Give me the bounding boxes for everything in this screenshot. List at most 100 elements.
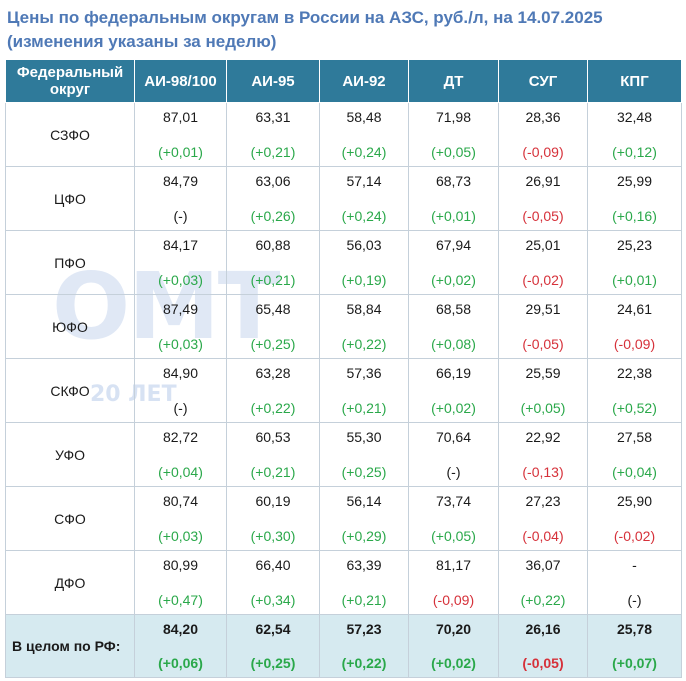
price-change: (-0,09): [432, 592, 475, 608]
price-value: 36,07: [525, 557, 561, 573]
price-value: 63,28: [255, 365, 291, 381]
price-cell: 87,01 (+0,01): [134, 102, 227, 167]
price-cell: 62,54 (+0,25): [226, 614, 320, 678]
header-ai95: АИ-95: [226, 59, 320, 103]
price-change: (+0,06): [158, 655, 203, 671]
price-value: 84,20: [162, 621, 199, 637]
price-cell: 63,06 (+0,26): [226, 166, 320, 231]
price-value: 28,36: [525, 109, 561, 125]
price-cell: 84,90 (-): [134, 358, 227, 423]
price-value: 57,23: [346, 621, 382, 637]
price-value: 25,90: [616, 493, 653, 509]
table-row: УФО 82,72 (+0,04) 60,53 (+0,21) 55,30 (+0,25) 7…: [5, 422, 682, 487]
price-cell: 26,16 (-0,05): [498, 614, 588, 678]
price-value: 71,98: [435, 109, 472, 125]
price-value: 25,01: [525, 237, 561, 253]
price-change: (+0,02): [431, 655, 476, 671]
price-change: (+0,04): [612, 464, 657, 480]
price-cell: 84,17 (+0,03): [134, 230, 227, 295]
price-value: 65,48: [255, 301, 291, 317]
price-cell: 84,79 (-): [134, 166, 227, 231]
price-value: 60,88: [255, 237, 291, 253]
price-cell: 81,17 (-0,09): [408, 550, 499, 615]
price-cell: 67,94 (+0,02): [408, 230, 499, 295]
price-value: 60,19: [255, 493, 291, 509]
title-line-2: (изменения указаны за неделю): [7, 32, 277, 51]
price-cell: 80,74 (+0,03): [134, 486, 227, 551]
price-cell: 22,38 (+0,52): [587, 358, 682, 423]
table-row: ЦФО 84,79 (-) 63,06 (+0,26) 57,14 (+0,24) 68,73…: [5, 166, 682, 231]
price-cell: 32,48 (+0,12): [587, 102, 682, 167]
price-change: (+0,34): [250, 592, 296, 608]
price-change: (+0,05): [431, 528, 476, 544]
price-cell: 84,20 (+0,06): [134, 614, 227, 678]
header-dt: ДТ: [408, 59, 499, 103]
price-cell: 25,23 (+0,01): [587, 230, 682, 295]
price-value: -: [632, 557, 637, 573]
price-change: (+0,30): [250, 528, 296, 544]
fuel-price-table: Федеральный округ АИ-98/100 АИ-95 АИ-92 …: [5, 59, 682, 678]
price-change: (-): [627, 592, 642, 608]
price-value: 68,58: [435, 301, 472, 317]
region-cell: ЮФО: [5, 294, 135, 359]
table-body: СЗФО 87,01 (+0,01) 63,31 (+0,21) 58,48 (+0,24)…: [5, 102, 682, 678]
price-value: 68,73: [435, 173, 472, 189]
price-cell: 58,48 (+0,24): [319, 102, 409, 167]
price-change: (-0,04): [522, 528, 564, 544]
price-change: (+0,25): [250, 655, 296, 671]
price-change: (+0,03): [158, 336, 203, 352]
price-change: (-0,09): [613, 336, 656, 352]
price-change: (+0,01): [612, 272, 657, 288]
price-value: 87,49: [162, 301, 199, 317]
price-cell: 63,39 (+0,21): [319, 550, 409, 615]
price-change: (+0,21): [341, 592, 387, 608]
price-cell: 87,49 (+0,03): [134, 294, 227, 359]
price-cell: 70,64 (-): [408, 422, 499, 487]
price-value: 32,48: [616, 109, 653, 125]
price-change: (+0,02): [431, 272, 476, 288]
price-cell: 25,78 (+0,07): [587, 614, 682, 678]
price-change: (+0,08): [431, 336, 476, 352]
price-value: 24,61: [616, 301, 653, 317]
price-change: (-0,05): [522, 336, 564, 352]
price-cell: 68,73 (+0,01): [408, 166, 499, 231]
table-row: СКФО 84,90 (-) 63,28 (+0,22) 57,36 (+0,21) 66,1…: [5, 358, 682, 423]
price-change: (-0,13): [522, 464, 564, 480]
price-cell: 73,74 (+0,05): [408, 486, 499, 551]
price-change: (+0,04): [158, 464, 203, 480]
price-value: 67,94: [435, 237, 472, 253]
price-cell: 25,59 (+0,05): [498, 358, 588, 423]
price-cell: 27,23 (-0,04): [498, 486, 588, 551]
price-change: (+0,24): [341, 208, 387, 224]
price-cell: 66,40 (+0,34): [226, 550, 320, 615]
price-change: (+0,22): [341, 655, 387, 671]
price-value: 25,78: [616, 621, 653, 637]
price-cell: - (-): [587, 550, 682, 615]
region-cell: СЗФО: [5, 102, 135, 167]
price-value: 27,23: [525, 493, 561, 509]
price-change: (+0,01): [158, 144, 203, 160]
price-change: (+0,21): [250, 144, 296, 160]
price-value: 63,39: [346, 557, 382, 573]
price-cell: 58,84 (+0,22): [319, 294, 409, 359]
title-line-1: Цены по федеральным округам в России на …: [7, 8, 603, 27]
price-change: (+0,21): [250, 464, 296, 480]
price-change: (+0,29): [341, 528, 387, 544]
price-value: 25,23: [616, 237, 653, 253]
header-ai98: АИ-98/100: [134, 59, 227, 103]
price-change: (+0,24): [341, 144, 387, 160]
price-cell: 60,88 (+0,21): [226, 230, 320, 295]
price-cell: 25,99 (+0,16): [587, 166, 682, 231]
price-cell: 55,30 (+0,25): [319, 422, 409, 487]
price-cell: 66,19 (+0,02): [408, 358, 499, 423]
price-value: 66,40: [255, 557, 291, 573]
price-change: (-0,02): [613, 528, 656, 544]
price-change: (+0,21): [250, 272, 296, 288]
price-change: (+0,01): [431, 208, 476, 224]
price-value: 80,99: [162, 557, 199, 573]
price-value: 60,53: [255, 429, 291, 445]
table-row: СЗФО 87,01 (+0,01) 63,31 (+0,21) 58,48 (+0,24)…: [5, 102, 682, 167]
price-change: (+0,47): [158, 592, 203, 608]
price-cell: 25,01 (-0,02): [498, 230, 588, 295]
price-value: 81,17: [435, 557, 472, 573]
